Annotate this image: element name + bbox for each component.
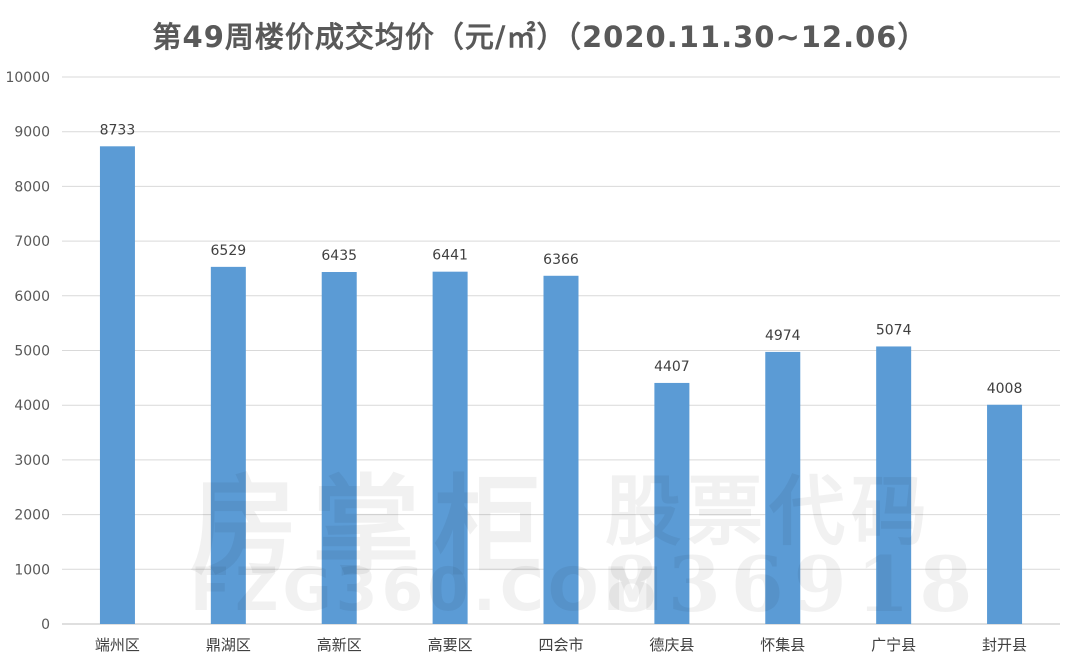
data-label: 5074 [876,322,912,338]
x-tick-label: 鼎湖区 [206,636,251,654]
y-tick-label: 8000 [14,179,50,195]
y-tick-label: 5000 [14,344,50,360]
x-tick-label: 广宁县 [871,636,916,654]
y-tick-label: 6000 [14,289,50,305]
watermark-stock-label: 股票代码 [605,467,933,556]
data-label: 4008 [987,381,1023,397]
x-tick-label: 怀集县 [760,636,805,654]
watermark-code: 836918 [605,540,983,629]
data-label: 6435 [321,248,357,264]
bar [432,271,468,624]
bar [321,272,357,624]
x-tick-label: 四会市 [538,636,583,654]
y-tick-label: 7000 [14,234,50,250]
y-tick-label: 2000 [14,508,50,524]
bar [876,346,912,624]
y-tick-label: 10000 [5,70,50,86]
chart-title: 第49周楼价成交均价（元/㎡）（2020.11.30~12.06） [152,20,928,54]
bar [543,275,579,624]
x-tick-label: 端州区 [95,636,140,654]
y-tick-label: 0 [41,617,50,633]
data-label: 4974 [765,328,801,344]
bar [210,266,246,624]
bar [987,404,1023,624]
data-label: 6441 [432,248,468,264]
data-label: 6366 [543,252,579,268]
y-tick-label: 3000 [14,453,50,469]
x-tick-label: 高新区 [317,636,362,654]
x-tick-label: 封开县 [982,636,1027,654]
y-axis-ticks: 0 1000 2000 3000 4000 5000 6000 7000 8000 9000 100… [5,70,50,633]
data-labels: 8733 6529 6435 6441 6366 4407 4974 5074 4008 [100,122,1023,396]
bar [654,382,690,624]
bar [99,146,135,624]
bar [765,351,801,624]
bars [99,146,1023,624]
watermark-brand: 房掌柜 [190,464,557,590]
watermark-site: FZG360.COM [190,555,667,625]
y-tick-label: 4000 [14,398,50,414]
data-label: 6529 [211,243,247,259]
y-tick-label: 9000 [14,125,50,141]
y-tick-label: 1000 [14,562,50,578]
x-tick-label: 德庆县 [649,636,694,654]
data-label: 8733 [100,122,136,138]
x-tick-label: 高要区 [428,636,473,654]
x-axis-ticks: 端州区 鼎湖区 高新区 高要区 四会市 德庆县 怀集县 广宁县 封开县 [95,636,1027,654]
data-label: 4407 [654,359,690,375]
